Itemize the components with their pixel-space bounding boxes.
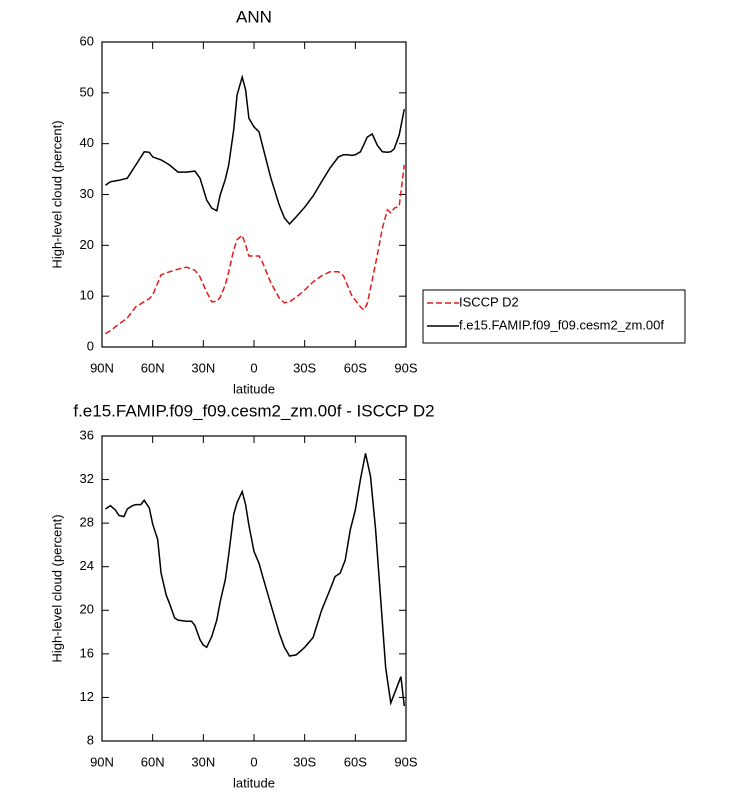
y-axis-label: High-level cloud (percent) bbox=[49, 120, 64, 268]
x-tick-label: 90S bbox=[394, 754, 417, 769]
chart-title: f.e15.FAMIP.f09_f09.cesm2_zm.00f - ISCCP… bbox=[73, 401, 434, 420]
y-tick-label: 32 bbox=[80, 471, 94, 486]
x-tick-label: 30S bbox=[293, 754, 316, 769]
y-tick-label: 20 bbox=[80, 237, 94, 252]
plot-frame bbox=[101, 41, 407, 348]
x-tick-label: 0 bbox=[250, 360, 257, 375]
legend-label: ISCCP D2 bbox=[459, 294, 519, 309]
y-axis-label: High-level cloud (percent) bbox=[49, 514, 64, 662]
y-tick-label: 50 bbox=[80, 84, 94, 99]
x-tick-label: 60S bbox=[344, 360, 367, 375]
x-tick-label: 60N bbox=[141, 754, 165, 769]
y-tick-label: 36 bbox=[80, 427, 94, 442]
x-tick-label: 0 bbox=[250, 754, 257, 769]
y-tick-label: 8 bbox=[87, 732, 94, 747]
x-tick-label: 30S bbox=[293, 360, 316, 375]
legend-box bbox=[422, 289, 686, 344]
x-tick-label: 90N bbox=[90, 754, 114, 769]
y-tick-label: 28 bbox=[80, 515, 94, 530]
x-tick-label: 60S bbox=[344, 754, 367, 769]
y-tick-label: 40 bbox=[80, 135, 94, 150]
legend-label: f.e15.FAMIP.f09_f09.cesm2_zm.00f bbox=[459, 317, 664, 332]
x-tick-label: 60N bbox=[141, 360, 165, 375]
y-tick-label: 0 bbox=[87, 338, 94, 353]
x-tick-label: 30N bbox=[191, 754, 215, 769]
y-tick-label: 60 bbox=[80, 33, 94, 48]
x-axis-label: latitude bbox=[233, 381, 275, 396]
y-tick-label: 16 bbox=[80, 645, 94, 660]
y-tick-label: 20 bbox=[80, 602, 94, 617]
data-line bbox=[104, 453, 406, 707]
x-axis-label: latitude bbox=[233, 775, 275, 790]
y-tick-label: 30 bbox=[80, 186, 94, 201]
y-tick-label: 24 bbox=[80, 558, 94, 573]
chart-title: ANN bbox=[236, 7, 272, 26]
x-tick-label: 30N bbox=[191, 360, 215, 375]
data-line bbox=[105, 164, 406, 335]
y-tick-label: 10 bbox=[80, 288, 94, 303]
data-line bbox=[104, 74, 406, 226]
x-tick-label: 90S bbox=[394, 360, 417, 375]
y-tick-label: 12 bbox=[80, 689, 94, 704]
x-tick-label: 90N bbox=[90, 360, 114, 375]
